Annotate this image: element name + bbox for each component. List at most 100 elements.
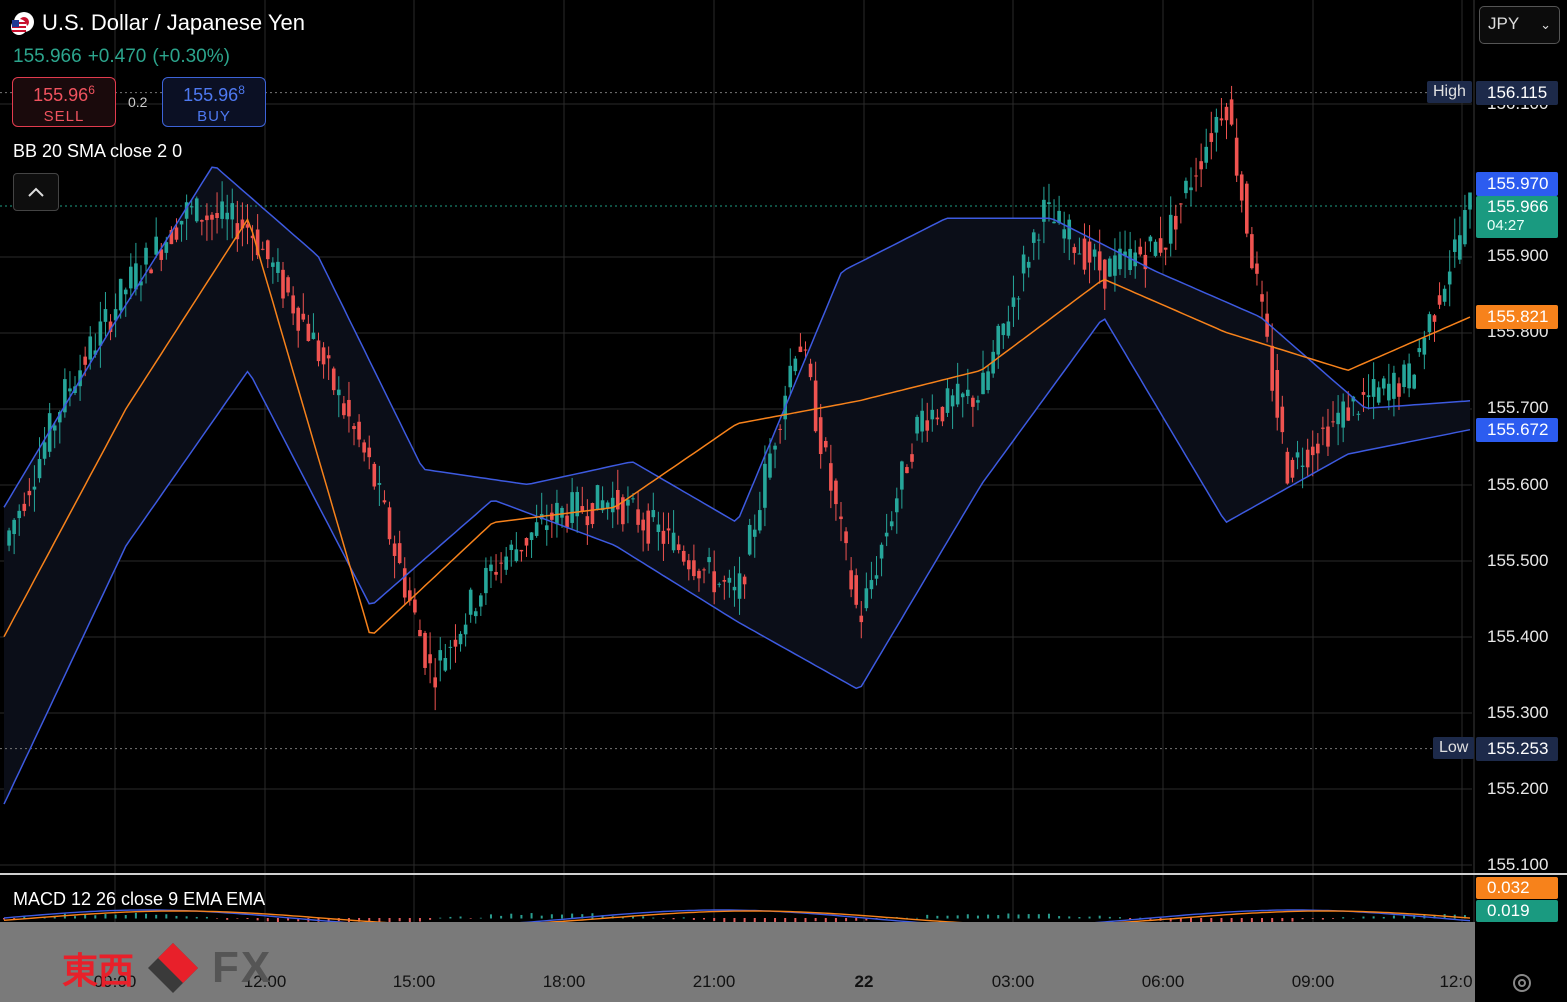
candle-body <box>1437 295 1442 305</box>
price-tick: 155.300 <box>1487 703 1549 722</box>
macd-histogram-bar <box>205 916 208 919</box>
macd-histogram-bar <box>926 914 929 919</box>
collapse-legend-button[interactable] <box>13 173 59 211</box>
candle-body <box>489 564 493 572</box>
candle-body <box>1082 238 1087 270</box>
candle-body <box>1209 133 1214 142</box>
candle-body <box>362 442 366 453</box>
candle-body <box>626 499 630 506</box>
candle-body <box>529 532 534 541</box>
macd-legend[interactable]: MACD 12 26 close 9 EMA EMA <box>13 889 266 909</box>
macd-histogram-bar <box>865 918 868 921</box>
candle-body <box>935 417 940 420</box>
macd-histogram-bar <box>560 914 563 919</box>
candle-body <box>1417 348 1422 353</box>
candle-body <box>575 492 580 517</box>
candle-body <box>534 522 539 536</box>
currency-select[interactable]: JPY ⌄ <box>1479 6 1560 44</box>
macd-histogram-bar <box>388 918 391 923</box>
candle-body <box>1305 449 1310 468</box>
macd-histogram-bar <box>124 914 127 919</box>
candle-body <box>1351 396 1356 402</box>
candle-body <box>291 295 295 314</box>
candle-body <box>108 321 113 333</box>
candle-body <box>154 236 158 255</box>
macd-histogram-bar <box>358 918 361 922</box>
candle-body <box>945 388 950 413</box>
candle-body <box>1336 412 1340 425</box>
candle-body <box>1442 288 1447 302</box>
candle-body <box>900 461 904 490</box>
candle-body <box>250 235 255 239</box>
candle-body <box>1234 137 1239 176</box>
candle-body <box>570 492 574 523</box>
macd-histogram-bar <box>540 915 543 919</box>
candle-body <box>103 309 108 322</box>
candle-body <box>1265 313 1269 337</box>
macd-histogram-bar <box>246 918 249 919</box>
candle-body <box>1138 246 1143 255</box>
macd-histogram-bar <box>134 912 137 919</box>
macd-histogram-bar <box>500 915 503 919</box>
candle-body <box>255 229 260 256</box>
candle-body <box>1452 239 1457 252</box>
macd-histogram-bar <box>662 918 665 919</box>
candle-body <box>600 500 605 511</box>
candle-body <box>752 529 757 537</box>
macd-histogram-bar <box>1058 916 1061 919</box>
candle-body <box>149 269 153 274</box>
candle-body <box>296 307 301 331</box>
price-tick: 155.700 <box>1487 398 1549 417</box>
last-price-badge: 155.966 04:27 <box>1476 196 1558 238</box>
candle-body <box>494 571 498 575</box>
macd-histogram-bar <box>13 918 16 919</box>
candle-body <box>915 416 919 434</box>
candle-body <box>605 502 610 509</box>
time-label: 12:00 <box>243 972 287 991</box>
macd-histogram-bar <box>276 918 279 923</box>
candle-body <box>869 580 874 590</box>
candle-body <box>42 442 47 459</box>
candle-body <box>950 395 955 407</box>
bollinger-legend[interactable]: BB 20 SMA close 2 0 <box>13 141 183 161</box>
candle-body <box>1341 401 1345 428</box>
candle-body <box>306 323 311 341</box>
candle-body <box>1331 421 1335 423</box>
settings-gear-icon[interactable] <box>1511 972 1533 994</box>
macd-histogram-bar <box>1413 915 1416 919</box>
sell-button[interactable]: 155.966 SELL <box>12 77 116 127</box>
candle-body <box>1463 210 1467 245</box>
price-tick: 155.900 <box>1487 246 1549 265</box>
candle-body <box>321 347 326 365</box>
time-label: 09:00 <box>93 972 137 991</box>
high-label: High <box>1427 81 1472 103</box>
time-axis[interactable] <box>0 922 1475 1002</box>
candle-body <box>1087 241 1092 263</box>
candle-body <box>413 599 417 613</box>
price-tick: 155.500 <box>1487 551 1549 570</box>
buy-button[interactable]: 155.968 BUY <box>162 77 266 127</box>
logo-fx-text: FX <box>212 943 273 992</box>
candle-body <box>1250 234 1254 269</box>
candle-body <box>1153 241 1158 256</box>
candle-body <box>1407 363 1411 389</box>
candle-body <box>1072 247 1077 253</box>
macd-histogram-bar <box>510 913 513 919</box>
macd-histogram-bar <box>966 914 969 919</box>
candle-body <box>656 524 661 533</box>
macd-histogram-bar <box>1382 916 1385 919</box>
candle-body <box>707 557 711 563</box>
candle-body <box>88 336 93 360</box>
candle-body <box>595 485 600 510</box>
macd-histogram-bar <box>571 913 574 919</box>
candle-body <box>1381 378 1386 389</box>
macd-histogram-bar <box>733 918 736 923</box>
candle-body <box>509 544 514 551</box>
candle-body <box>844 531 848 544</box>
candle-body <box>555 502 559 525</box>
candle-body <box>646 510 651 544</box>
time-label: 15:00 <box>392 972 436 991</box>
candle-body <box>1300 465 1305 467</box>
candle-body <box>479 595 483 607</box>
